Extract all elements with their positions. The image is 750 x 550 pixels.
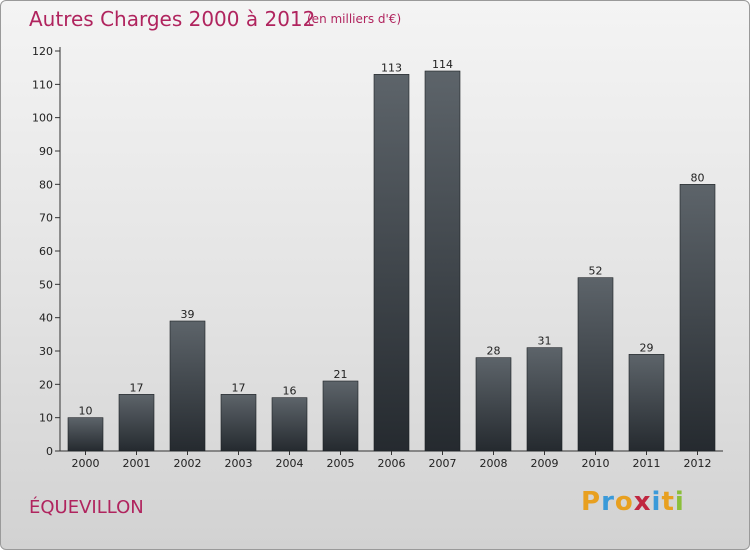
y-tick-label: 80: [39, 178, 53, 191]
bar: [220, 394, 257, 452]
x-tick-label: 2010: [582, 457, 610, 470]
y-tick-label: 50: [39, 278, 53, 291]
y-tick-label: 70: [39, 212, 53, 225]
x-tick-label: 2002: [174, 457, 202, 470]
bar-value-label: 10: [79, 405, 93, 418]
x-tick-label: 2004: [276, 457, 304, 470]
y-tick-label: 40: [39, 312, 53, 325]
logo-letter: i: [674, 487, 685, 517]
bar: [526, 347, 563, 452]
bar-value-label: 16: [283, 385, 297, 398]
x-tick-label: 2008: [480, 457, 508, 470]
bar: [679, 184, 716, 452]
bar-value-label: 31: [538, 335, 552, 348]
bar-value-label: 39: [181, 308, 195, 321]
bar: [271, 397, 308, 452]
bar: [475, 357, 512, 452]
chart-subtitle: (en milliers d'€): [307, 12, 402, 26]
chart-title: Autres Charges 2000 à 2012: [29, 7, 316, 31]
place-name: ÉQUEVILLON: [29, 497, 144, 518]
bar: [322, 380, 359, 452]
logo-letter: P: [581, 487, 602, 517]
bar-value-label: 52: [589, 265, 603, 278]
bar: [169, 320, 206, 452]
bar-value-label: 113: [381, 61, 402, 74]
x-tick-label: 2005: [327, 457, 355, 470]
x-tick-label: 2007: [429, 457, 457, 470]
proxiti-logo: Proxiti: [581, 487, 685, 517]
logo-letter: r: [601, 487, 615, 517]
bar-value-label: 80: [691, 171, 705, 184]
bar-value-label: 21: [334, 368, 348, 381]
bar-value-label: 17: [232, 381, 246, 394]
logo-letter: o: [614, 487, 634, 517]
x-tick-label: 2009: [531, 457, 559, 470]
bar: [373, 74, 410, 452]
x-tick-label: 2006: [378, 457, 406, 470]
bar: [628, 354, 665, 452]
y-tick-label: 110: [32, 78, 53, 91]
y-tick-label: 10: [39, 412, 53, 425]
y-tick-label: 60: [39, 245, 53, 258]
logo-letter: x: [633, 487, 652, 517]
bar: [67, 417, 104, 452]
y-tick-label: 100: [32, 112, 53, 125]
y-tick-label: 30: [39, 345, 53, 358]
x-tick-label: 2011: [633, 457, 661, 470]
bar: [424, 70, 461, 452]
bar-value-label: 28: [487, 345, 501, 358]
logo-letter: i: [651, 487, 662, 517]
y-tick-label: 0: [46, 445, 53, 458]
x-tick-label: 2000: [72, 457, 100, 470]
logo-letter: t: [661, 487, 675, 517]
x-tick-label: 2001: [123, 457, 151, 470]
x-tick-label: 2012: [684, 457, 712, 470]
bar-value-label: 17: [130, 381, 144, 394]
y-tick-label: 90: [39, 145, 53, 158]
y-tick-label: 20: [39, 378, 53, 391]
bar-value-label: 29: [640, 341, 654, 354]
bar: [577, 277, 614, 452]
x-tick-label: 2003: [225, 457, 253, 470]
y-tick-label: 120: [32, 45, 53, 58]
bar: [118, 394, 155, 452]
bar-value-label: 114: [432, 58, 453, 71]
